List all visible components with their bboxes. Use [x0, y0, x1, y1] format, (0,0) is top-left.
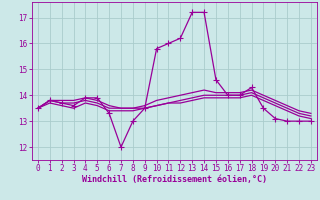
X-axis label: Windchill (Refroidissement éolien,°C): Windchill (Refroidissement éolien,°C)	[82, 175, 267, 184]
